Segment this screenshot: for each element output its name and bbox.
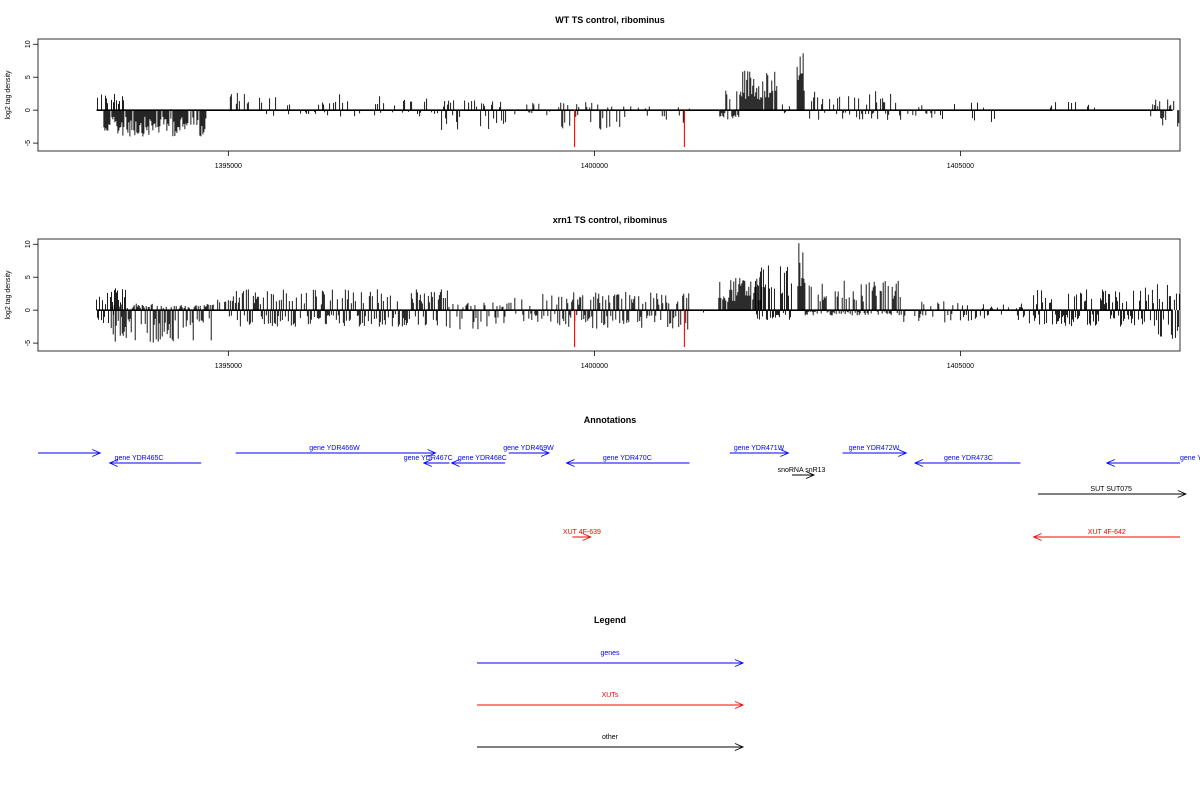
feature-label: XUT 4F-639 (563, 529, 601, 536)
feature-label: gene YDR473C (944, 455, 993, 462)
feature-label: gene YDR472W (849, 445, 900, 452)
feature-label: gene YDR468C (458, 455, 507, 462)
feature-label: gene YDR466W (309, 445, 360, 452)
feature-arrow-head (1032, 533, 1042, 541)
wt-track-title: WT TS control, ribominus (555, 15, 665, 25)
wt-x-tick-label: 1395000 (215, 163, 242, 170)
feature-arrow-head (92, 449, 102, 457)
wt-x-tick-label: 1400000 (581, 163, 608, 170)
feature-arrow-head (898, 449, 908, 457)
legend-title: Legend (594, 615, 626, 625)
feature-label: gene YDR474C (1180, 455, 1200, 462)
xrn1-track-panel: xrn1 TS control, ribominus log2 tag dens… (5, 215, 1181, 370)
feature-arrow-head (780, 449, 790, 457)
feature-label: gene YDR469W (503, 445, 554, 452)
wt-y-tick-label: -5 (25, 140, 32, 146)
wt-track-ylabel: log2 tag density (5, 70, 12, 120)
xrn1-x-tick-label: 1395000 (215, 363, 242, 370)
feature-label: snoRNA snR13 (778, 467, 826, 474)
feature-arrow-head (565, 459, 575, 467)
legend-arrow-head (734, 701, 745, 709)
xrn1-axes: -5 0 5 10 1395000 1400000 1405000 (25, 240, 974, 370)
feature-arrow-head (913, 459, 924, 467)
xrn1-y-tick-label: -5 (25, 340, 32, 346)
wt-y-tick-label: 10 (25, 40, 32, 48)
wt-axes: -5 0 5 10 1395000 1400000 1405000 (25, 40, 974, 170)
feature-arrow-head (422, 459, 432, 467)
wt-y-tick-label: 0 (25, 108, 32, 112)
feature-label: gene YDR471W (734, 445, 785, 452)
xrn1-plot-frame (37, 238, 1181, 352)
feature-arrow-head (582, 533, 592, 541)
feature-label: gene YDR465C (115, 455, 164, 462)
xrn1-x-tick-label: 1405000 (947, 363, 974, 370)
legend-label: XUTs (602, 692, 619, 699)
feature-label: XUT 4F-642 (1088, 529, 1126, 536)
wt-y-tick-label: 5 (25, 75, 32, 79)
xrn1-track-ylabel: log2 tag density (5, 270, 12, 320)
xrn1-y-tick-label: 5 (25, 275, 32, 279)
feature-arrow-head (805, 471, 816, 479)
feature-arrow-head (1177, 490, 1187, 498)
xrn1-y-tick-label: 0 (25, 308, 32, 312)
legend-label: other (602, 734, 619, 741)
xrn1-track-title: xrn1 TS control, ribominus (553, 215, 668, 225)
feature-arrow-head (108, 459, 118, 467)
wt-track-panel: WT TS control, ribominus log2 tag densit… (5, 15, 1181, 170)
xrn1-signal-bars (96, 243, 1180, 348)
legend-arrow-head (734, 659, 745, 667)
annotation-features: gene YDR465C gene YDR466W gene YDR467C gene… (38, 445, 1200, 541)
feature-arrow-head (540, 449, 551, 457)
feature-label: gene YDR470C (603, 455, 652, 462)
legend-items: genes XUTs other (477, 650, 745, 751)
wt-plot-frame (37, 38, 1181, 152)
legend-label: genes (600, 650, 620, 657)
feature-arrow-head (1105, 459, 1115, 467)
legend-arrow-head (734, 743, 745, 751)
annotations-title: Annotations (584, 415, 637, 425)
feature-arrow-head (450, 459, 460, 467)
xrn1-x-tick-label: 1400000 (581, 363, 608, 370)
feature-label: SUT SUT075 (1090, 486, 1132, 493)
feature-label: gene YDR467C (404, 455, 453, 462)
feature-arrow-head (427, 449, 437, 457)
wt-signal-bars (96, 53, 1180, 148)
legend-panel: Legend genes XUTs other (477, 615, 745, 751)
xrn1-y-tick-label: 10 (25, 240, 32, 248)
wt-x-tick-label: 1405000 (947, 163, 974, 170)
